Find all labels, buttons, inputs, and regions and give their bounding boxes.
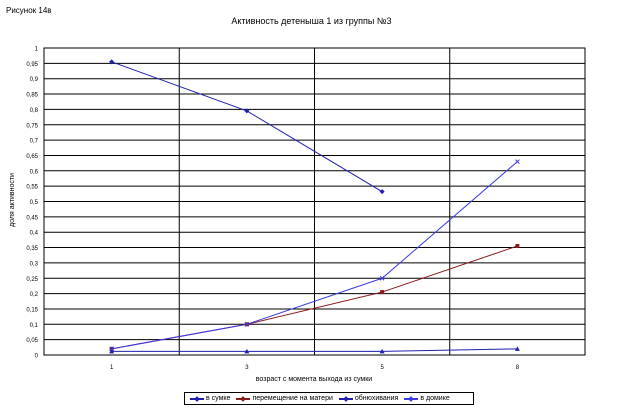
y-tick-label: 0,45 [26, 215, 38, 221]
data-point-series-1 [380, 290, 385, 295]
x-tick-labels: 1 3 5 8 [110, 365, 520, 371]
y-tick-label: 0 [35, 354, 39, 360]
data-point-series-3 [109, 346, 114, 352]
x-tick-label: 5 [380, 365, 384, 371]
legend-label: обнюхивания [354, 395, 399, 402]
legend-swatch [404, 395, 419, 402]
legend-label: в сумке [206, 395, 231, 402]
series-line-3 [111, 161, 518, 350]
y-tick-label: 0,7 [30, 139, 39, 145]
data-point-series-3 [515, 159, 520, 164]
y-tick-label: 0,4 [30, 231, 39, 237]
legend-item: в домике [404, 395, 450, 402]
data-point-series-0 [244, 108, 250, 114]
y-tick-label: 0,85 [26, 93, 38, 99]
series-line-2 [111, 348, 518, 352]
y-tick-label: 0,25 [26, 277, 38, 283]
legend-swatch [190, 395, 204, 402]
y-tick-label: 0,05 [26, 338, 38, 344]
x-tick-label: 3 [245, 365, 249, 371]
y-tick-label: 0,9 [30, 77, 39, 83]
y-tick-label: 0,55 [26, 185, 38, 191]
y-tick-label: 0,75 [26, 123, 38, 129]
vertical-gridlines [178, 48, 451, 355]
y-tick-label: 0,5 [30, 200, 39, 206]
series-markers [109, 59, 520, 354]
data-point-series-0 [379, 189, 385, 195]
y-axis-label: доля активности [9, 173, 16, 227]
legend-item: обнюхивания [338, 395, 399, 402]
data-point-series-0 [109, 59, 115, 65]
data-point-series-3 [244, 321, 250, 327]
x-tick-label: 8 [516, 365, 520, 371]
y-tick-label: 0,95 [26, 62, 38, 68]
y-tick-label: 0,2 [30, 292, 39, 298]
y-tick-label: 0,6 [30, 169, 39, 175]
y-tick-label: 0,8 [30, 108, 39, 114]
data-point-series-2 [109, 348, 115, 354]
chart-legend: в сумке перемещение на матери обнюхивания в… [184, 392, 474, 405]
x-axis-label: возраст с момента выхода из сумки [256, 376, 372, 383]
data-point-series-3 [379, 275, 385, 281]
y-tick-label: 0,15 [26, 307, 38, 313]
data-point-series-2 [244, 348, 250, 354]
legend-item: перемещение на матери [236, 395, 333, 402]
y-tick-label: 0,65 [26, 154, 38, 160]
legend-swatch [338, 395, 353, 402]
legend-item: в сумке [190, 395, 230, 402]
chart-title: Активность детеныша 1 из группы №3 [231, 16, 392, 26]
data-point-series-1 [515, 244, 520, 249]
data-point-series-2 [514, 346, 520, 351]
y-tick-label: 0,3 [30, 261, 39, 267]
legend-label: перемещение на матери [252, 395, 333, 402]
x-tick-label: 1 [110, 365, 114, 371]
legend-swatch [236, 395, 251, 402]
data-point-series-2 [379, 348, 385, 354]
legend-label: в домике [420, 395, 450, 402]
y-tick-label: 0,1 [30, 323, 39, 329]
figure-label: Рисунок 14в [6, 6, 52, 15]
y-tick-label: 0,35 [26, 246, 38, 252]
y-tick-labels: 0 0,05 0,1 0,15 0,2 0,25 0,3 0,35 0,4 0,45 0,5 0,55… [26, 47, 38, 360]
y-tick-label: 1 [35, 47, 39, 53]
